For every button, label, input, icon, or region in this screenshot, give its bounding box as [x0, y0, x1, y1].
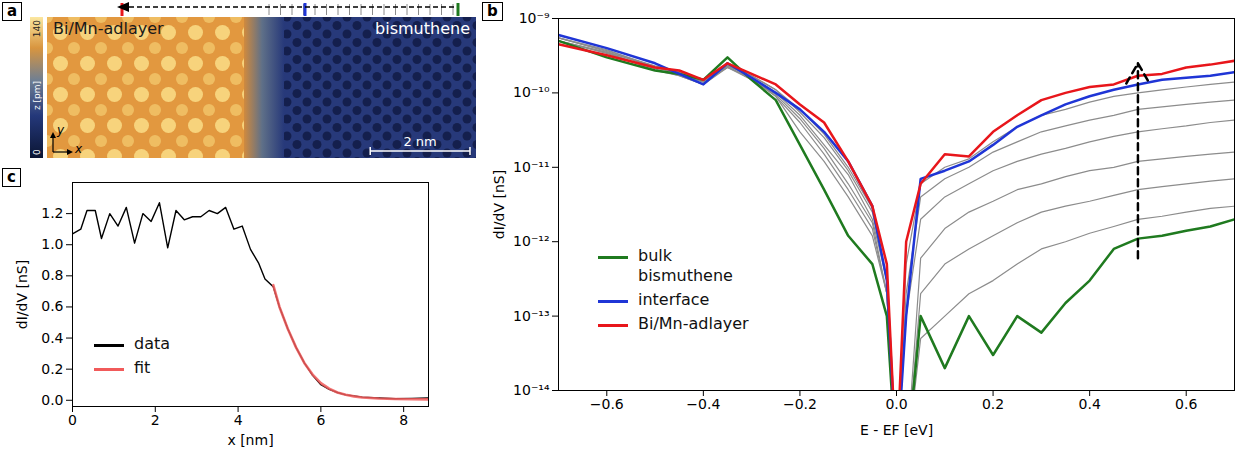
- svg-text:0: 0: [68, 412, 77, 428]
- html-text:fit: fit: [134, 358, 151, 377]
- svg-text:bismuthene: bismuthene: [375, 19, 470, 38]
- svg-text:0.4: 0.4: [41, 330, 63, 346]
- svg-text:E - EF [eV]: E - EF [eV]: [860, 422, 933, 438]
- svg-text:−0.4: −0.4: [686, 396, 720, 412]
- svg-text:8: 8: [399, 412, 408, 428]
- svg-text:1.0: 1.0: [41, 236, 63, 252]
- svg-text:y: y: [56, 123, 65, 137]
- svg-text:Bi/Mn-adlayer: Bi/Mn-adlayer: [53, 19, 164, 38]
- html-text:interface: interface: [638, 290, 710, 309]
- svg-text:2: 2: [151, 412, 160, 428]
- svg-text:0.4: 0.4: [1079, 396, 1101, 412]
- svg-text:140: 140: [32, 20, 42, 37]
- svg-text:2 nm: 2 nm: [403, 134, 436, 149]
- svg-text:10⁻¹²: 10⁻¹²: [513, 233, 549, 249]
- svg-text:0.0: 0.0: [41, 392, 63, 408]
- svg-text:−0.2: −0.2: [783, 396, 817, 412]
- svg-text:−0.6: −0.6: [590, 396, 624, 412]
- svg-text:0.6: 0.6: [1175, 396, 1197, 412]
- html-text:c: c: [7, 168, 16, 186]
- html-text:b: b: [487, 2, 498, 20]
- svg-text:1.2: 1.2: [41, 205, 63, 221]
- svg-text:0.6: 0.6: [41, 298, 63, 314]
- svg-text:x [nm]: x [nm]: [227, 432, 273, 448]
- svg-text:10⁻¹¹: 10⁻¹¹: [513, 159, 549, 175]
- svg-text:6: 6: [316, 412, 325, 428]
- svg-text:0: 0: [32, 149, 42, 155]
- svg-text:10⁻⁹: 10⁻⁹: [519, 10, 550, 26]
- svg-text:dI/dV [nS]: dI/dV [nS]: [14, 260, 30, 329]
- html-text:a: a: [7, 2, 18, 20]
- svg-text:10⁻¹³: 10⁻¹³: [513, 308, 549, 324]
- html-text:Bi/Mn-adlayer: Bi/Mn-adlayer: [638, 314, 749, 333]
- svg-text:0.8: 0.8: [41, 267, 63, 283]
- html-text:data: data: [134, 334, 170, 353]
- svg-text:dI/dV [nS]: dI/dV [nS]: [491, 170, 507, 239]
- svg-text:x: x: [74, 142, 83, 156]
- html-text:bulk bismuthene: bulk bismuthene: [638, 246, 733, 285]
- svg-text:0.0: 0.0: [885, 396, 907, 412]
- svg-text:4: 4: [234, 412, 243, 428]
- svg-text:z [pm]: z [pm]: [32, 81, 42, 110]
- svg-text:0.2: 0.2: [982, 396, 1004, 412]
- svg-text:0.2: 0.2: [41, 361, 63, 377]
- svg-text:10⁻¹⁴: 10⁻¹⁴: [513, 382, 550, 398]
- svg-text:10⁻¹⁰: 10⁻¹⁰: [513, 84, 550, 100]
